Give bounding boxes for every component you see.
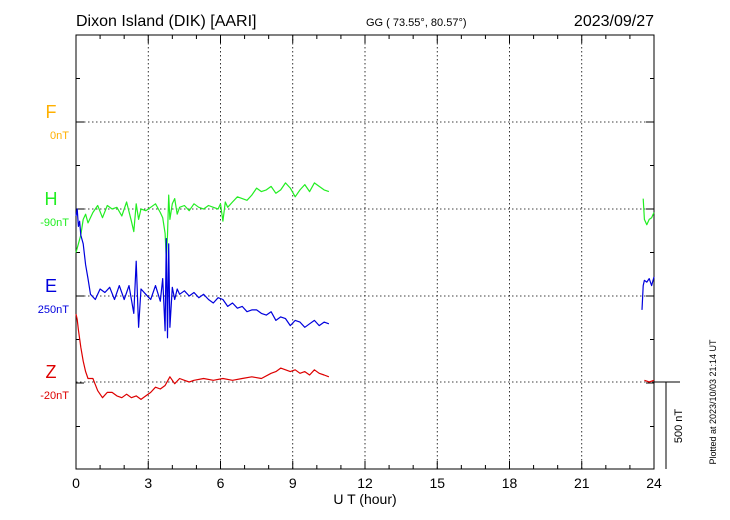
series-layer (75, 182, 655, 400)
channel-label-h: H (45, 189, 58, 209)
channel-baseline-e: 250nT (38, 304, 69, 316)
channel-label-e: E (45, 276, 57, 296)
series-line-h-0 (75, 182, 330, 261)
channel-baseline-z: -20nT (40, 390, 69, 402)
x-axis-label: U T (hour) (333, 491, 396, 507)
series-line-z-0 (75, 313, 330, 400)
x-tick-label: 6 (217, 475, 225, 491)
channel-baseline-f: 0nT (50, 130, 69, 142)
x-tick-label: 21 (574, 475, 590, 491)
series-line-e-0 (75, 208, 330, 339)
series-line-e-1 (641, 276, 655, 310)
x-tick-label: 0 (72, 475, 80, 491)
x-tick-label: 24 (646, 475, 662, 491)
x-tick-label: 18 (502, 475, 518, 491)
channel-label-f: F (46, 102, 57, 122)
scale-bar: 500 nT (654, 381, 685, 469)
station-title: Dixon Island (DIK) [AARI] (76, 13, 257, 30)
grid-lines (76, 35, 654, 469)
series-line-z-1 (644, 379, 655, 383)
x-tick-label: 12 (357, 475, 373, 491)
plotted-timestamp: Plotted at 2023/10/03 21:14 UT (708, 339, 718, 465)
x-tick-label: 3 (144, 475, 152, 491)
channel-baseline-h: -90nT (40, 217, 69, 229)
channel-label-z: Z (46, 362, 57, 382)
chart-date: 2023/09/27 (574, 13, 654, 30)
series-line-h-1 (642, 198, 655, 226)
station-coords: GG ( 73.55°, 80.57°) (366, 17, 467, 29)
channel-labels: F 0nT H -90nT E 250nT Z -20nT (38, 102, 69, 402)
axis-ticks: 0 3 6 9 12 15 18 21 24 (72, 35, 662, 491)
x-tick-label: 15 (429, 475, 445, 491)
x-tick-label: 9 (289, 475, 297, 491)
scale-bar-label: 500 nT (673, 409, 685, 444)
